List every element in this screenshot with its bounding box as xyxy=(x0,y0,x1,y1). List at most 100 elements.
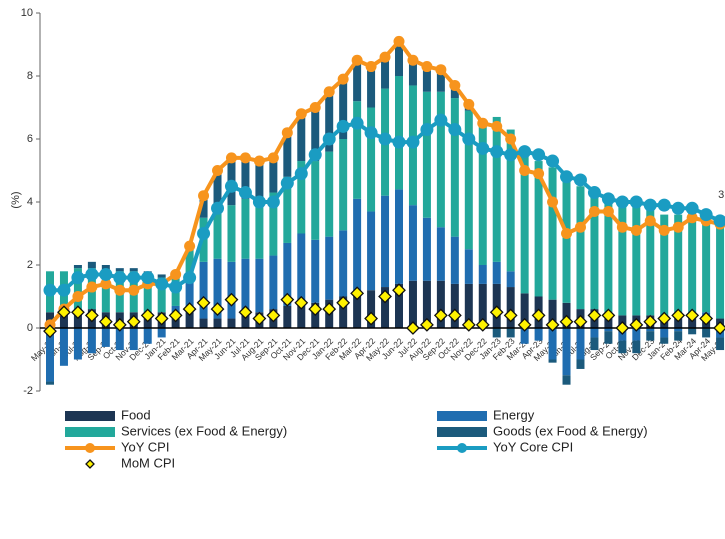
line-point xyxy=(280,176,294,190)
bar-segment xyxy=(185,312,194,328)
legend-swatch xyxy=(65,411,115,421)
line-point xyxy=(100,278,112,290)
bar-segment xyxy=(660,328,669,338)
value-label: 3.4 xyxy=(718,189,725,201)
mom-marker xyxy=(447,308,462,323)
line-point xyxy=(406,135,420,149)
bar-segment xyxy=(604,195,613,313)
bar-segment xyxy=(381,57,390,89)
bar-segment xyxy=(367,290,376,328)
mom-marker xyxy=(168,308,183,323)
bar-segment xyxy=(632,205,641,316)
mom-marker xyxy=(420,317,434,332)
line-point xyxy=(601,192,615,206)
bar-segment xyxy=(576,186,585,310)
line-point xyxy=(295,108,307,120)
bar-segment xyxy=(506,328,515,338)
bar-segment xyxy=(674,318,683,328)
bar-segment xyxy=(436,227,445,281)
line-point xyxy=(267,152,279,164)
line-point xyxy=(699,208,713,222)
line-point xyxy=(518,145,532,159)
bar-segment xyxy=(269,192,278,256)
legend-swatch xyxy=(65,427,115,437)
bar-segment xyxy=(367,107,376,212)
bar-segment xyxy=(199,195,208,218)
bar-segment xyxy=(227,261,236,319)
bar-segment xyxy=(269,157,278,193)
mom-marker xyxy=(392,283,406,298)
y-tick-label: -2 xyxy=(23,385,33,397)
bar-segment xyxy=(520,154,529,294)
y-tick-label: 6 xyxy=(27,133,33,145)
line-point xyxy=(379,51,391,63)
line-point xyxy=(365,61,377,73)
bar-segment xyxy=(269,255,278,310)
bar-segment xyxy=(632,340,641,354)
line-point xyxy=(85,267,99,281)
mom-marker xyxy=(280,292,295,307)
mom-marker xyxy=(154,311,169,326)
bar-segment xyxy=(422,66,431,92)
line-point xyxy=(323,86,335,98)
bar-segment xyxy=(408,60,417,86)
mom-marker xyxy=(266,308,281,323)
bar-segment xyxy=(339,230,348,297)
line-point xyxy=(713,214,725,228)
line-point xyxy=(99,267,113,281)
mom-marker xyxy=(140,308,155,323)
line-point xyxy=(336,119,350,133)
bar-segment xyxy=(436,69,445,92)
line-point xyxy=(546,154,560,168)
mom-marker xyxy=(182,302,197,317)
line-point xyxy=(420,123,434,137)
bar-segment xyxy=(241,198,250,259)
line-point xyxy=(57,283,71,297)
legend-swatch xyxy=(437,411,487,421)
bar-segment xyxy=(646,328,655,332)
bar-segment xyxy=(562,328,571,376)
bar-segment xyxy=(674,328,683,332)
bar-segment xyxy=(520,328,529,344)
legend-swatch xyxy=(85,459,95,469)
mom-marker xyxy=(545,317,560,332)
bar-segment xyxy=(185,280,194,313)
bar-segment xyxy=(506,271,515,288)
bar-segment xyxy=(534,328,543,341)
line-point xyxy=(308,148,322,162)
mom-marker xyxy=(126,314,141,329)
mom-marker xyxy=(112,317,127,332)
line-point xyxy=(212,165,224,176)
y-tick-label: 8 xyxy=(27,70,33,82)
bar-segment xyxy=(464,110,473,250)
bar-segment xyxy=(227,318,236,328)
bar-segment xyxy=(227,205,236,262)
mom-marker xyxy=(406,321,420,335)
bar-segment xyxy=(115,268,124,272)
bar-segment xyxy=(436,91,445,228)
line-point xyxy=(43,283,57,297)
bar-segment xyxy=(688,328,697,335)
bar-segment xyxy=(604,328,613,332)
line-point xyxy=(561,228,573,239)
line-point xyxy=(183,271,197,285)
line-point xyxy=(532,148,546,162)
bar-segment xyxy=(646,331,655,341)
bar-segment xyxy=(157,277,166,313)
line-point xyxy=(393,35,405,47)
legend-swatch xyxy=(85,443,95,453)
line-point xyxy=(616,221,628,233)
bar-segment xyxy=(185,246,194,281)
bar-segment xyxy=(395,76,403,190)
bar-segment xyxy=(255,198,264,259)
bar-segment xyxy=(674,214,683,319)
line-point xyxy=(434,113,448,127)
bar-segment xyxy=(688,211,697,316)
bar-segment xyxy=(395,283,403,328)
bar-segment xyxy=(199,261,208,319)
line-point xyxy=(629,195,643,209)
mom-marker xyxy=(531,308,546,323)
bar-segment xyxy=(506,287,515,328)
legend-label: YoY Core CPI xyxy=(493,439,573,454)
